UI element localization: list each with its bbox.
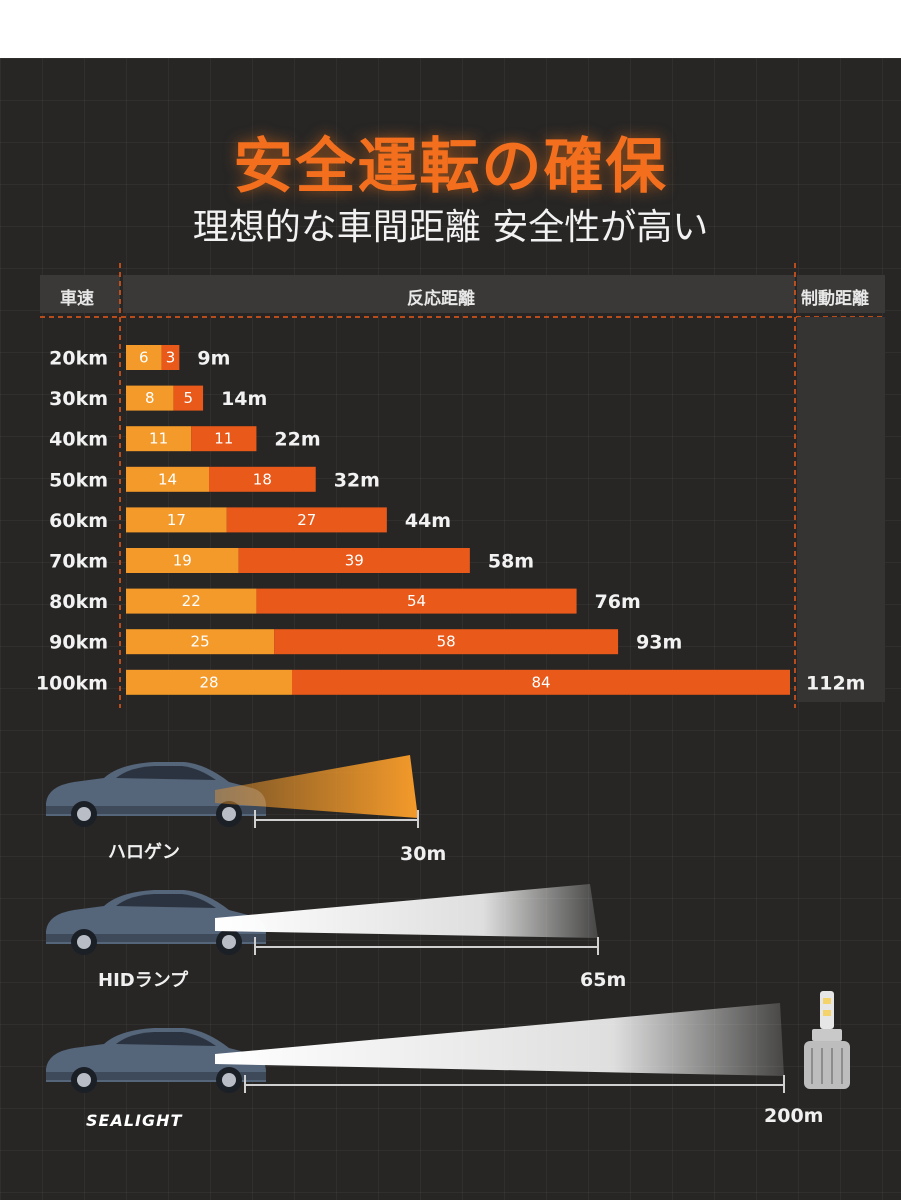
reaction-bar [126,669,292,695]
total-distance: 44m [405,510,451,532]
reaction-bar [126,507,227,533]
braking-value: 5 [183,389,193,407]
halogen-label: ハロゲン [108,842,180,863]
braking-value: 39 [345,552,364,570]
halogen-distance: 30m [400,843,447,865]
hid-label: HIDランプ [98,970,189,991]
total-distance: 32m [334,469,380,491]
braking-header-band [797,275,885,313]
speed-header-band [40,275,120,313]
reaction-bar [126,466,209,492]
braking-value: 84 [531,673,550,691]
braking-bar [191,426,257,452]
hid-distance: 65m [580,969,627,991]
speed-label: 80km [49,591,108,613]
halogen-beam [215,755,418,818]
led-bulb-icon [804,991,850,1089]
speed-label: 30km [49,388,108,410]
poster: 安全運転の確保 理想的な車間距離 安全性が高い 車速 反応距離 制動距離 20k… [0,58,901,1200]
total-distance: 14m [221,388,267,410]
sealight-beam [215,1003,784,1076]
braking-value: 27 [297,511,316,529]
hid-beam [215,884,598,938]
speed-label: 40km [49,429,108,451]
braking-bar [292,669,790,695]
braking-value: 11 [214,430,233,448]
speed-label: 90km [49,632,108,654]
reaction-value: 11 [149,430,168,448]
braking-bar [226,507,387,533]
speed-label: 100km [36,672,108,694]
reaction-value: 25 [191,633,210,651]
reaction-bar [126,548,239,573]
sealight-logo: SEALIGHT [86,1111,183,1130]
braking-value: 58 [437,633,456,651]
main-title: 安全運転の確保 [233,132,668,202]
braking-bar [209,466,316,492]
braking-value: 3 [166,349,176,367]
speed-label: 70km [49,551,108,573]
reaction-value: 6 [139,349,149,367]
reaction-header: 反応距離 [407,289,475,309]
reaction-value: 17 [167,511,186,529]
braking-bar [161,345,180,370]
distance-chart: 20km 6 3 9m 30km 8 5 14m 40km 11 11 22m 50km 14 18 32m 6… [36,263,885,708]
speed-label: 50km [49,469,108,491]
sub-title: 理想的な車間距離 安全性が高い [192,207,709,248]
reaction-bar [126,588,257,614]
reaction-value: 8 [145,389,155,407]
reaction-value: 28 [199,673,218,691]
reaction-bar [126,629,275,655]
reaction-bar [126,385,174,411]
reaction-value: 22 [182,592,201,610]
braking-bar [256,588,577,614]
braking-header: 制動距離 [801,289,869,309]
total-distance: 112m [806,672,865,694]
sealight-distance: 200m [764,1105,824,1127]
reaction-header-band [123,275,795,313]
headlight-comparison [46,755,850,1093]
reaction-value: 14 [158,470,177,488]
braking-bar [173,385,204,411]
braking-column [797,317,885,702]
total-distance: 58m [488,551,534,573]
braking-value: 18 [253,470,272,488]
braking-value: 54 [407,592,426,610]
reaction-value: 19 [173,552,192,570]
speed-label: 20km [49,348,108,370]
speed-header: 車速 [60,289,94,309]
total-distance: 76m [595,591,641,613]
reaction-bar [126,345,162,370]
reaction-bar [126,426,192,452]
braking-bar [238,548,470,573]
total-distance: 9m [197,348,230,370]
total-distance: 22m [274,429,320,451]
braking-bar [274,629,619,655]
total-distance: 93m [636,632,682,654]
speed-label: 60km [49,510,108,532]
